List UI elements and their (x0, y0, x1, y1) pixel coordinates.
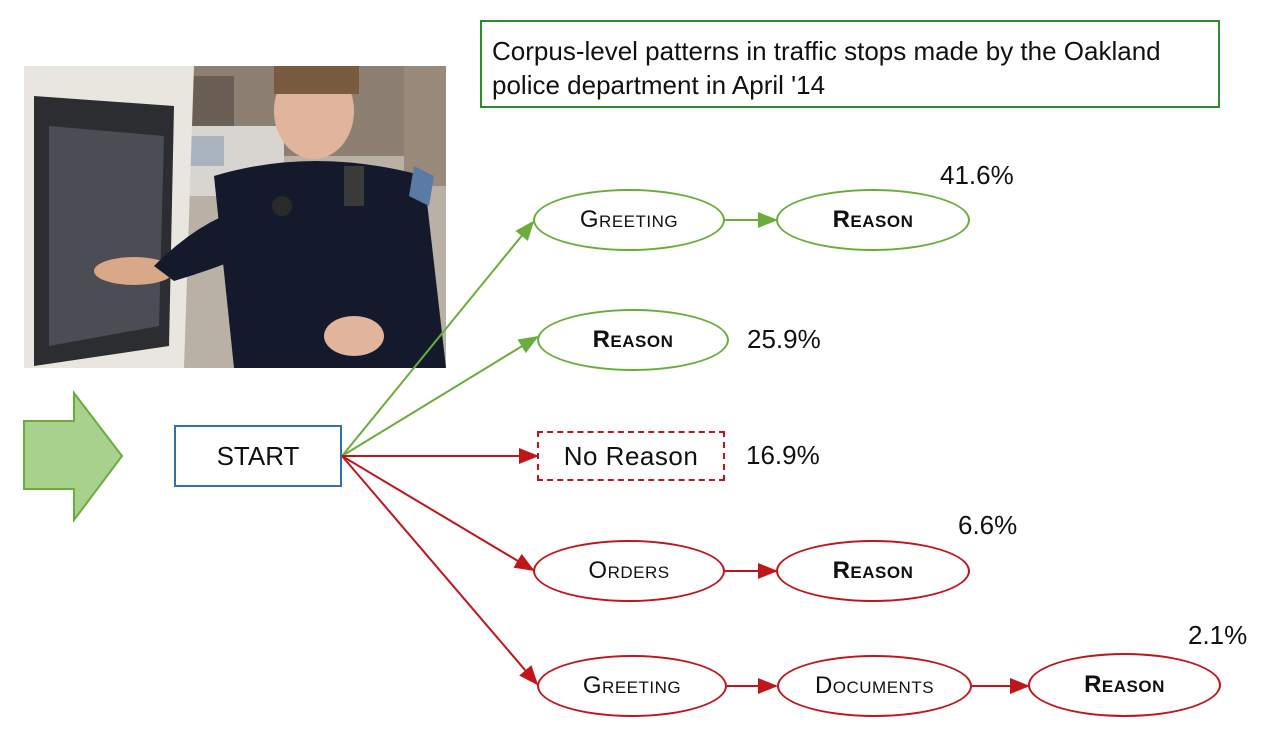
node-label: Reason (832, 206, 914, 233)
edge-start-greeting-5 (341, 455, 539, 686)
node-label: No Reason (563, 440, 699, 471)
node-no-reason-path3: No Reason (537, 431, 725, 481)
start-label: START (216, 440, 300, 471)
right-arrow-icon (23, 390, 124, 523)
percent-path3: 16.9% (746, 440, 820, 470)
percent-path5: 2.1% (1188, 620, 1248, 650)
node-greeting-path5: Greeting (537, 655, 727, 717)
edge-start-orders-4 (341, 455, 535, 572)
traffic-stop-photo (24, 66, 446, 368)
node-label: Greeting (579, 206, 679, 233)
node-reason-path4: Reason (776, 540, 970, 602)
node-reason-path1: Reason (776, 189, 970, 251)
node-orders-path4: Orders (533, 540, 725, 602)
node-label: Reason (1084, 671, 1165, 698)
edge-start-greeting-1 (341, 220, 535, 457)
start-node: START (174, 425, 342, 487)
node-label: Greeting (582, 672, 682, 699)
title-box: Corpus-level patterns in traffic stops m… (480, 20, 1220, 108)
node-label: Orders (588, 557, 670, 584)
node-greeting-path1: Greeting (533, 189, 725, 251)
percent-path1: 41.6% (940, 160, 1014, 190)
node-documents-path5: Documents (777, 655, 972, 717)
title-text: Corpus-level patterns in traffic stops m… (492, 36, 1161, 100)
node-reason-path5: Reason (1028, 653, 1221, 717)
node-reason-path2: Reason (537, 309, 729, 371)
node-label: Reason (832, 557, 914, 584)
edge-start-reason-2 (341, 335, 539, 457)
node-label: Reason (592, 326, 674, 353)
percent-path2: 25.9% (747, 324, 821, 354)
percent-path4: 6.6% (958, 510, 1018, 540)
node-label: Documents (814, 672, 935, 699)
